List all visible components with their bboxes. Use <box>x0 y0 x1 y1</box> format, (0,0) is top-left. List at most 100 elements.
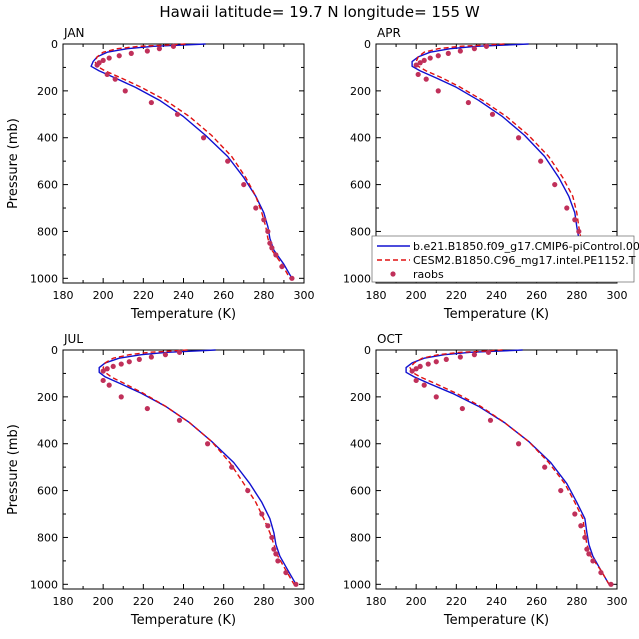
raobs-point <box>144 48 150 54</box>
raobs-point <box>445 50 451 56</box>
cesm2-c96-line <box>102 349 295 585</box>
raobs-point <box>118 361 124 367</box>
raobs-point <box>572 511 578 517</box>
raobs-point <box>413 62 419 68</box>
raobs-point <box>576 228 582 235</box>
raobs-point <box>100 57 106 64</box>
x-tick-label: 240 <box>486 289 507 302</box>
raobs-point <box>170 43 177 49</box>
cesm2-c96-line <box>409 349 610 585</box>
raobs-point <box>229 464 235 470</box>
raobs-point <box>564 205 570 211</box>
raobs-point <box>443 356 449 362</box>
raobs-point <box>457 48 463 54</box>
x-tick-label: 180 <box>366 595 387 608</box>
raobs-point <box>259 511 265 517</box>
raobs-point <box>471 46 478 52</box>
raobs-point <box>176 417 183 423</box>
y-tick-label: 800 <box>350 531 371 544</box>
x-tick-label: 300 <box>294 289 315 302</box>
raobs-point <box>542 464 548 470</box>
x-tick-label: 200 <box>93 595 114 608</box>
raobs-point <box>176 349 183 355</box>
x-tick-label: 240 <box>173 289 194 302</box>
raobs-point <box>241 181 247 188</box>
raobs-point <box>489 111 496 117</box>
raobs-point <box>584 546 590 552</box>
x-tick-label: 200 <box>93 289 114 302</box>
raobs-point <box>156 46 162 52</box>
x-tick-label: 300 <box>294 595 315 608</box>
raobs-point <box>144 405 150 412</box>
y-tick-label: 200 <box>350 85 371 98</box>
cmip6-picontrol-line <box>90 43 293 279</box>
raobs-point <box>515 441 522 447</box>
raobs-point <box>572 217 578 223</box>
x-tick-label: 240 <box>486 595 507 608</box>
raobs-point <box>483 43 490 49</box>
raobs-point <box>578 523 584 529</box>
raobs-point <box>267 240 273 246</box>
raobs-point <box>433 394 439 400</box>
raobs-point <box>265 523 271 529</box>
raobs-point <box>200 135 207 141</box>
raobs-point <box>427 55 433 61</box>
raobs-point <box>586 551 592 557</box>
raobs-point <box>421 57 427 64</box>
y-tick-label: 0 <box>364 344 371 357</box>
x-tick-label: 260 <box>213 289 234 302</box>
raobs-point <box>118 394 124 400</box>
x-tick-label: 200 <box>406 289 427 302</box>
panel-label: OCT <box>377 332 403 346</box>
legend-marker-raobs <box>390 271 396 277</box>
raobs-point <box>271 546 277 552</box>
y-tick-label: 800 <box>37 225 58 238</box>
raobs-point <box>94 62 100 68</box>
x-tick-label: 200 <box>406 595 427 608</box>
raobs-point <box>265 228 271 235</box>
y-tick-label: 800 <box>37 531 58 544</box>
plot-frame <box>375 349 618 590</box>
cmip6-picontrol-line <box>405 349 610 585</box>
raobs-point <box>598 569 604 576</box>
raobs-point <box>205 441 211 447</box>
raobs-point <box>106 55 112 61</box>
raobs-point <box>245 487 251 494</box>
y-tick-label: 600 <box>37 485 58 498</box>
legend-label-model1: b.e21.B1850.f09_g17.CMIP6-piControl.00 <box>413 240 639 253</box>
raobs-point <box>459 405 465 412</box>
raobs-point <box>104 366 110 372</box>
raobs-point <box>538 158 544 164</box>
x-tick-label: 300 <box>607 595 628 608</box>
raobs-point <box>279 263 285 270</box>
x-tick-label: 280 <box>253 289 274 302</box>
x-tick-label: 220 <box>133 595 154 608</box>
panel-label: JUL <box>63 332 83 346</box>
y-tick-label: 400 <box>37 438 58 451</box>
raobs-point <box>128 50 134 56</box>
x-tick-label: 260 <box>213 595 234 608</box>
legend: b.e21.B1850.f09_g17.CMIP6-piControl.00CE… <box>371 235 639 283</box>
raobs-point <box>273 252 279 258</box>
y-tick-label: 200 <box>37 85 58 98</box>
raobs-point <box>465 99 471 106</box>
raobs-point <box>283 569 289 576</box>
panel-apr: 180 200 220 240 260 280 300 0 200 400 600 800 1000 AP… <box>343 26 628 322</box>
panel-label: APR <box>377 26 401 40</box>
y-tick-label: 200 <box>350 391 371 404</box>
y-tick-label: 0 <box>51 344 58 357</box>
raobs-point <box>110 363 116 370</box>
x-tick-label: 220 <box>446 289 467 302</box>
raobs-point <box>417 363 423 370</box>
raobs-point <box>413 377 419 384</box>
y-tick-label: 400 <box>37 132 58 145</box>
x-tick-label: 180 <box>53 289 74 302</box>
raobs-point <box>225 158 231 164</box>
raobs-point <box>289 275 295 281</box>
y-tick-label: 600 <box>37 179 58 192</box>
raobs-point <box>148 99 154 106</box>
y-tick-label: 600 <box>350 485 371 498</box>
y-tick-label: 1000 <box>30 272 58 285</box>
y-tick-label: 1000 <box>343 578 371 591</box>
